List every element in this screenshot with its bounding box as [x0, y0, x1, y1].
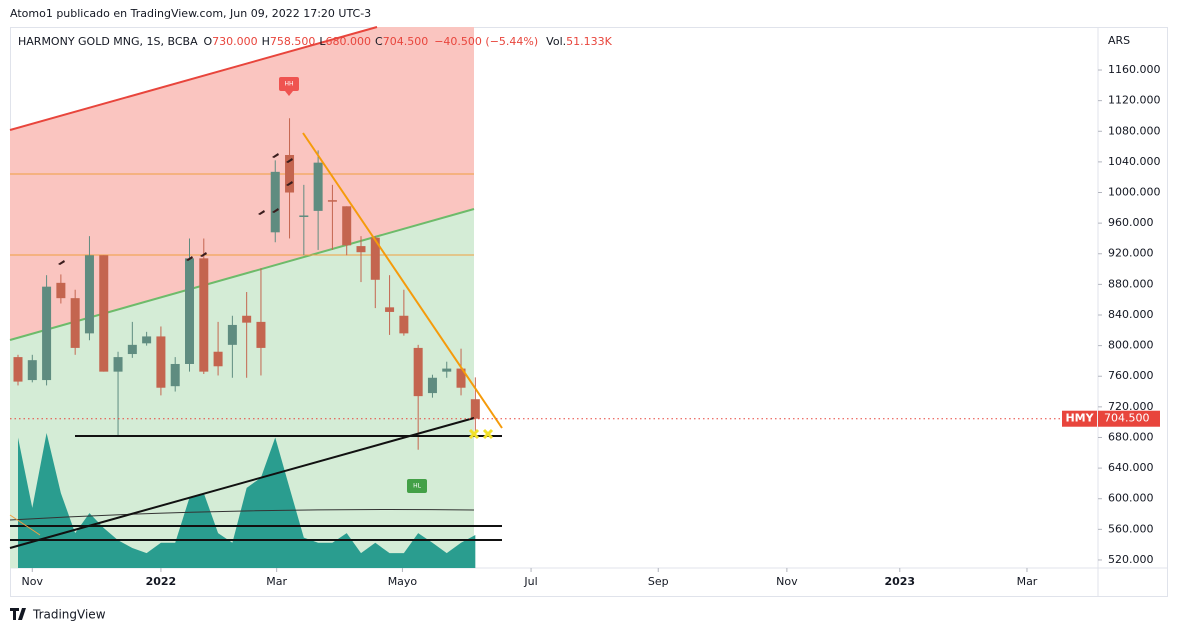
- ohlc-value: 704.500: [383, 35, 429, 48]
- x-tick-label: Nov: [22, 575, 44, 588]
- cross-marker: [468, 428, 494, 440]
- ohlc-value: 680.000: [326, 35, 372, 48]
- trend-line: [9, 514, 41, 536]
- ohlc-key: O: [203, 35, 212, 48]
- candle-body: [170, 363, 180, 387]
- marker-text: HL: [413, 483, 422, 490]
- y-tick-label: 1000.000: [1108, 186, 1161, 199]
- volume-value: 51.133K: [566, 35, 612, 48]
- y-tick-label: 600.000: [1108, 492, 1154, 505]
- volume-area: [18, 433, 476, 568]
- ohlc-key: L: [319, 35, 326, 48]
- green-zone: [10, 209, 474, 568]
- candle-body: [199, 258, 209, 372]
- y-tick-label: 1160.000: [1108, 63, 1161, 76]
- candle-body: [299, 215, 309, 218]
- candle-body: [413, 347, 423, 397]
- x-tick-label: Nov: [776, 575, 798, 588]
- y-tick-label: 760.000: [1108, 369, 1154, 382]
- x-tick-label: Sep: [648, 575, 669, 588]
- marker-pointer: [285, 91, 293, 96]
- y-tick-label: 1040.000: [1108, 155, 1161, 168]
- candle-body: [442, 368, 452, 372]
- candle-body: [13, 357, 23, 382]
- symbol-badge: [1062, 410, 1097, 427]
- y-tick-label: 720.000: [1108, 400, 1154, 413]
- y-tick-label: 880.000: [1108, 277, 1154, 290]
- y-tick-label: 1080.000: [1108, 124, 1161, 137]
- candle-body: [285, 154, 295, 193]
- currency: ARS: [1108, 34, 1130, 47]
- x-tick-label: Jul: [523, 575, 537, 588]
- candle-body: [156, 336, 166, 388]
- candle-body: [370, 237, 380, 280]
- candle-body: [470, 399, 480, 419]
- candle-body: [256, 321, 266, 348]
- candle-body: [127, 344, 137, 355]
- brand: TradingView: [10, 608, 106, 622]
- candle-body: [84, 255, 94, 334]
- header: HARMONY GOLD MNG, 1S, BCBA O730.000 H758.5…: [18, 35, 613, 48]
- x-tick-label: Mayo: [388, 575, 418, 588]
- x-tick-label: 2022: [146, 575, 177, 588]
- candle-body: [56, 282, 66, 299]
- y-tick-label: 640.000: [1108, 461, 1154, 474]
- y-tick-label: 1120.000: [1108, 94, 1161, 107]
- x-tick-label: 2023: [884, 575, 915, 588]
- ohlc-value: 758.500: [270, 35, 316, 48]
- candle-body: [227, 324, 237, 345]
- price-badge: [1098, 410, 1160, 427]
- candle-body: [242, 315, 252, 323]
- change: −40.500 (−5.44%): [434, 35, 538, 48]
- y-tick-label: 840.000: [1108, 308, 1154, 321]
- red-zone: [10, 27, 474, 340]
- candle-body: [327, 200, 337, 202]
- candle-body: [385, 307, 395, 312]
- symbol: HARMONY GOLD MNG, 1S, BCBA: [18, 35, 198, 48]
- attribution: Atomo1 publicado en TradingView.com, Jun…: [10, 7, 371, 20]
- brand-name: TradingView: [32, 608, 106, 622]
- y-tick-label: 920.000: [1108, 247, 1154, 260]
- candle-body: [342, 206, 352, 246]
- ohlc-key: C: [375, 35, 383, 48]
- logo: [10, 608, 26, 620]
- channel-top: [9, 26, 378, 131]
- candle-body: [99, 255, 109, 372]
- ohlc-key: H: [262, 35, 270, 48]
- marker-text: HH: [284, 81, 293, 88]
- candle-body: [42, 286, 52, 381]
- symbol-label: HMY: [1065, 412, 1094, 425]
- candle-body: [399, 315, 409, 334]
- candle-body: [113, 357, 123, 372]
- marker-hl: [407, 479, 427, 493]
- marker-hh: [279, 77, 299, 91]
- candle-body: [27, 360, 37, 381]
- volume-ma: [9, 508, 475, 521]
- x-tick-label: Mar: [266, 575, 287, 588]
- candle-body: [270, 171, 280, 233]
- candle-body: [142, 336, 152, 344]
- volume-key: Vol.: [546, 35, 566, 48]
- y-tick-label: 680.000: [1108, 430, 1154, 443]
- candle-body: [427, 377, 437, 394]
- y-tick-label: 560.000: [1108, 522, 1154, 535]
- x-tick-label: Mar: [1017, 575, 1038, 588]
- y-tick-label: 960.000: [1108, 216, 1154, 229]
- candle-body: [213, 351, 223, 367]
- ohlc-value: 730.000: [212, 35, 258, 48]
- candle-body: [456, 368, 466, 388]
- y-tick-label: 520.000: [1108, 553, 1154, 566]
- candle-body: [356, 246, 366, 253]
- candle-body: [313, 162, 323, 211]
- candle-body: [184, 258, 194, 364]
- trend-line: [302, 132, 503, 429]
- trend-line: [9, 417, 475, 549]
- last-price-label: 704.500: [1104, 412, 1150, 425]
- y-tick-label: 800.000: [1108, 339, 1154, 352]
- candle-body: [70, 298, 80, 348]
